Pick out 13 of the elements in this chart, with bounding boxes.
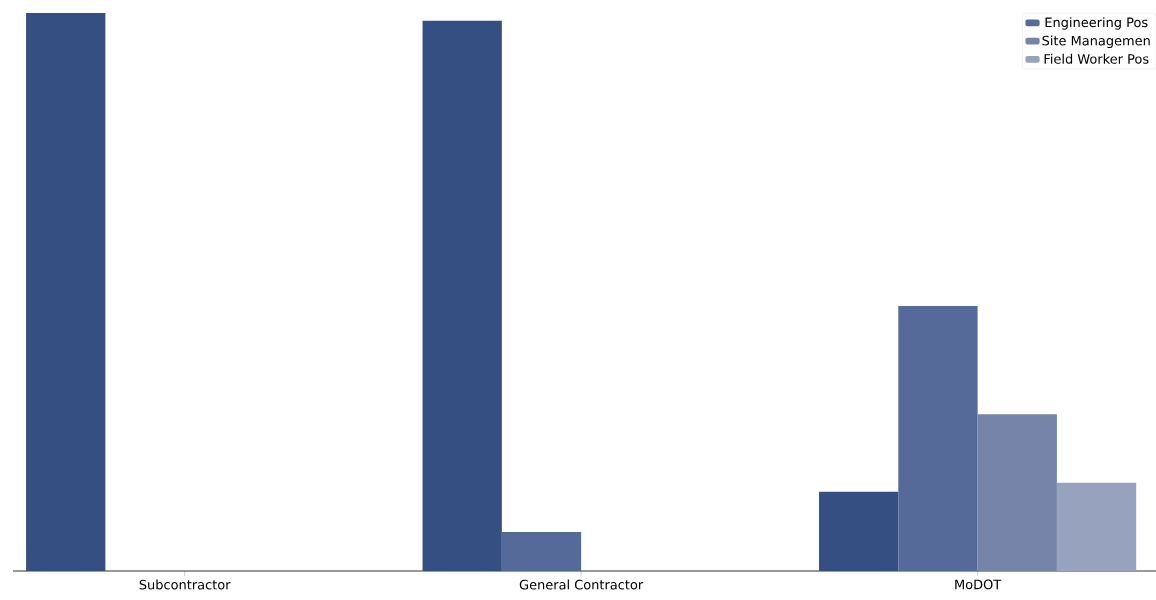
bar <box>501 531 582 571</box>
legend-label: Engineering Pos <box>1045 17 1148 30</box>
x-tick-label: MoDOT <box>955 579 1002 590</box>
legend-label: Field Worker Pos <box>1044 53 1149 64</box>
bar <box>1056 482 1137 571</box>
bar <box>898 305 978 571</box>
bar <box>422 20 502 571</box>
x-tick-label: Subcontractor <box>139 579 231 590</box>
x-tick-label: General Contractor <box>519 579 644 590</box>
bar <box>26 12 106 571</box>
bar <box>819 491 899 571</box>
bar <box>977 414 1057 571</box>
legend-label: Site Managemen <box>1042 35 1150 49</box>
